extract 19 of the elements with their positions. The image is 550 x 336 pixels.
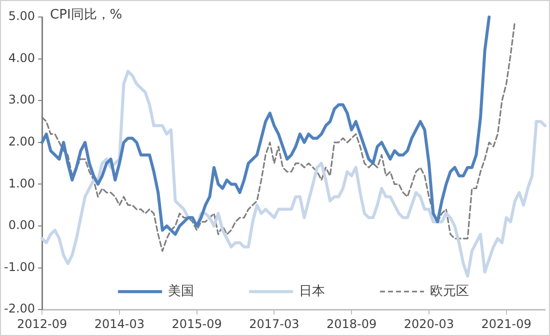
x-tick-label: 2020-03 (404, 316, 454, 331)
x-tick-label: 2021-09 (481, 316, 532, 331)
x-tick-label: 2017-03 (249, 316, 300, 331)
x-tick-label: 2015-09 (172, 316, 222, 331)
y-tick-label: -2.00 (4, 302, 36, 316)
legend-label: 日本 (299, 284, 326, 299)
y-tick-label: 5.00 (8, 9, 36, 24)
y-tick-label: -1.00 (4, 260, 36, 274)
x-tick-label: 2012-09 (16, 316, 68, 331)
y-tick-label: 1.00 (8, 176, 36, 190)
y-axis-title: CPI同比，% (50, 7, 122, 22)
y-tick-label: 0.00 (8, 218, 36, 232)
legend-label: 欧元区 (430, 284, 470, 299)
y-tick-label: 4.00 (8, 50, 36, 65)
y-tick-label: 2.00 (8, 134, 36, 149)
x-tick-label: 2014-03 (94, 316, 144, 331)
x-tick-label: 2018-09 (326, 316, 377, 331)
legend-label: 美国 (168, 282, 194, 299)
y-tick-label: 3.00 (8, 92, 36, 107)
